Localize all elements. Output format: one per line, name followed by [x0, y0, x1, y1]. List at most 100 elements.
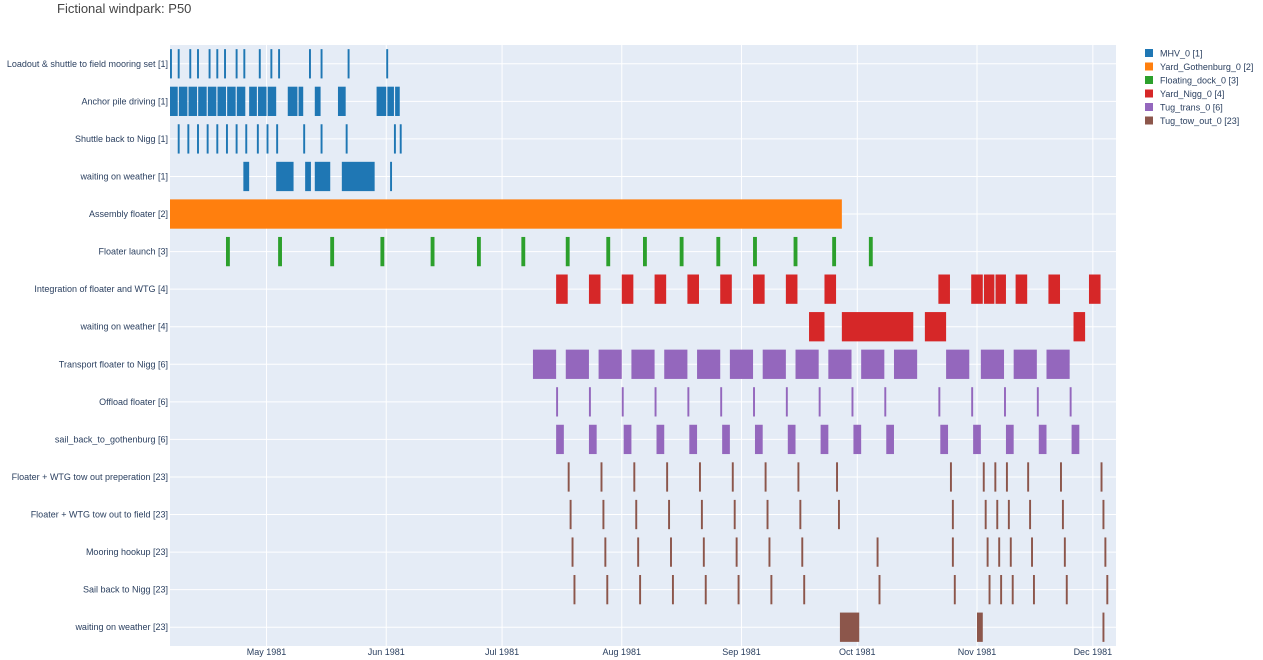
task-bar[interactable]: [679, 236, 684, 267]
task-bar[interactable]: [621, 274, 634, 304]
task-bar[interactable]: [1029, 499, 1032, 530]
task-bar[interactable]: [998, 537, 1001, 567]
task-bar[interactable]: [1005, 424, 1014, 455]
task-bar[interactable]: [643, 236, 647, 267]
task-bar[interactable]: [245, 124, 248, 154]
task-bar[interactable]: [861, 349, 885, 379]
task-bar[interactable]: [1073, 312, 1086, 342]
task-bar[interactable]: [1048, 274, 1061, 304]
task-bar[interactable]: [836, 462, 838, 492]
task-bar[interactable]: [532, 349, 557, 379]
task-bar[interactable]: [735, 537, 738, 567]
task-bar[interactable]: [393, 124, 396, 154]
task-bar[interactable]: [588, 387, 591, 417]
task-bar[interactable]: [1102, 612, 1105, 642]
task-bar[interactable]: [1000, 575, 1003, 605]
task-bar[interactable]: [314, 86, 321, 116]
task-bar[interactable]: [938, 387, 941, 417]
task-bar[interactable]: [996, 499, 999, 530]
task-bar[interactable]: [600, 462, 603, 492]
task-bar[interactable]: [809, 312, 825, 342]
task-bar[interactable]: [276, 161, 294, 192]
task-bar[interactable]: [953, 575, 956, 605]
task-bar[interactable]: [698, 462, 701, 492]
task-bar[interactable]: [716, 236, 721, 267]
task-bar[interactable]: [976, 612, 983, 642]
task-bar[interactable]: [390, 161, 393, 192]
task-bar[interactable]: [225, 124, 228, 154]
task-bar[interactable]: [654, 387, 657, 417]
task-bar[interactable]: [243, 161, 250, 192]
task-bar[interactable]: [785, 274, 798, 304]
task-bar[interactable]: [733, 499, 736, 530]
task-bar[interactable]: [702, 537, 705, 567]
task-bar[interactable]: [793, 236, 798, 267]
legend-item[interactable]: Tug_trans_0 [6]: [1145, 103, 1223, 113]
task-bar[interactable]: [266, 124, 269, 154]
task-bar[interactable]: [341, 161, 375, 192]
task-bar[interactable]: [797, 462, 800, 492]
task-bar[interactable]: [1100, 462, 1103, 492]
task-bar[interactable]: [785, 387, 788, 417]
task-bar[interactable]: [1061, 499, 1064, 530]
task-bar[interactable]: [635, 499, 638, 530]
task-bar[interactable]: [1036, 387, 1039, 417]
task-bar[interactable]: [664, 349, 688, 379]
task-bar[interactable]: [178, 86, 188, 116]
task-bar[interactable]: [177, 124, 180, 154]
task-bar[interactable]: [197, 124, 199, 154]
task-bar[interactable]: [704, 575, 707, 605]
task-bar[interactable]: [314, 161, 331, 192]
task-bar[interactable]: [1005, 462, 1008, 492]
task-bar[interactable]: [886, 424, 894, 455]
task-bar[interactable]: [235, 124, 238, 154]
task-bar[interactable]: [818, 387, 821, 417]
task-bar[interactable]: [988, 575, 991, 605]
task-bar[interactable]: [187, 124, 190, 154]
task-bar[interactable]: [249, 86, 257, 116]
task-bar[interactable]: [938, 274, 950, 304]
task-bar[interactable]: [770, 575, 773, 605]
task-bar[interactable]: [309, 49, 311, 79]
legend-item[interactable]: MHV_0 [1]: [1145, 49, 1203, 59]
task-bar[interactable]: [670, 537, 672, 567]
legend-item[interactable]: Yard_Gothenburg_0 [2]: [1145, 62, 1253, 72]
task-bar[interactable]: [606, 236, 611, 267]
task-bar[interactable]: [824, 274, 837, 304]
task-bar[interactable]: [1007, 499, 1010, 530]
task-bar[interactable]: [330, 236, 335, 267]
task-bar[interactable]: [380, 236, 385, 267]
legend[interactable]: MHV_0 [1] Yard_Gothenburg_0 [2] Floating_d…: [1145, 49, 1253, 127]
task-bar[interactable]: [753, 274, 765, 304]
task-bar[interactable]: [1027, 462, 1030, 492]
task-bar[interactable]: [303, 124, 306, 154]
task-bar[interactable]: [521, 236, 526, 267]
task-bar[interactable]: [1013, 349, 1037, 379]
task-bar[interactable]: [841, 312, 914, 342]
task-bar[interactable]: [689, 424, 698, 455]
task-bar[interactable]: [687, 387, 690, 417]
task-bar[interactable]: [606, 575, 609, 605]
task-bar[interactable]: [666, 462, 669, 492]
task-bar[interactable]: [345, 124, 348, 154]
task-bar[interactable]: [995, 274, 1006, 304]
task-bar[interactable]: [980, 349, 1005, 379]
task-bar[interactable]: [940, 424, 949, 455]
task-bar[interactable]: [994, 462, 997, 492]
task-bar[interactable]: [276, 124, 279, 154]
task-bar[interactable]: [598, 349, 622, 379]
task-bar[interactable]: [766, 499, 769, 530]
task-bar[interactable]: [1031, 537, 1033, 567]
task-bar[interactable]: [556, 274, 568, 304]
task-bar[interactable]: [225, 236, 230, 267]
task-bar[interactable]: [720, 274, 732, 304]
task-bar[interactable]: [762, 349, 786, 379]
task-bar[interactable]: [347, 49, 350, 79]
task-bar[interactable]: [1063, 537, 1066, 567]
task-bar[interactable]: [764, 462, 767, 492]
task-bar[interactable]: [851, 387, 854, 417]
task-bar[interactable]: [1038, 424, 1047, 455]
legend-item[interactable]: Floating_dock_0 [3]: [1145, 76, 1239, 86]
task-bar[interactable]: [258, 49, 261, 79]
task-bar[interactable]: [395, 86, 400, 116]
